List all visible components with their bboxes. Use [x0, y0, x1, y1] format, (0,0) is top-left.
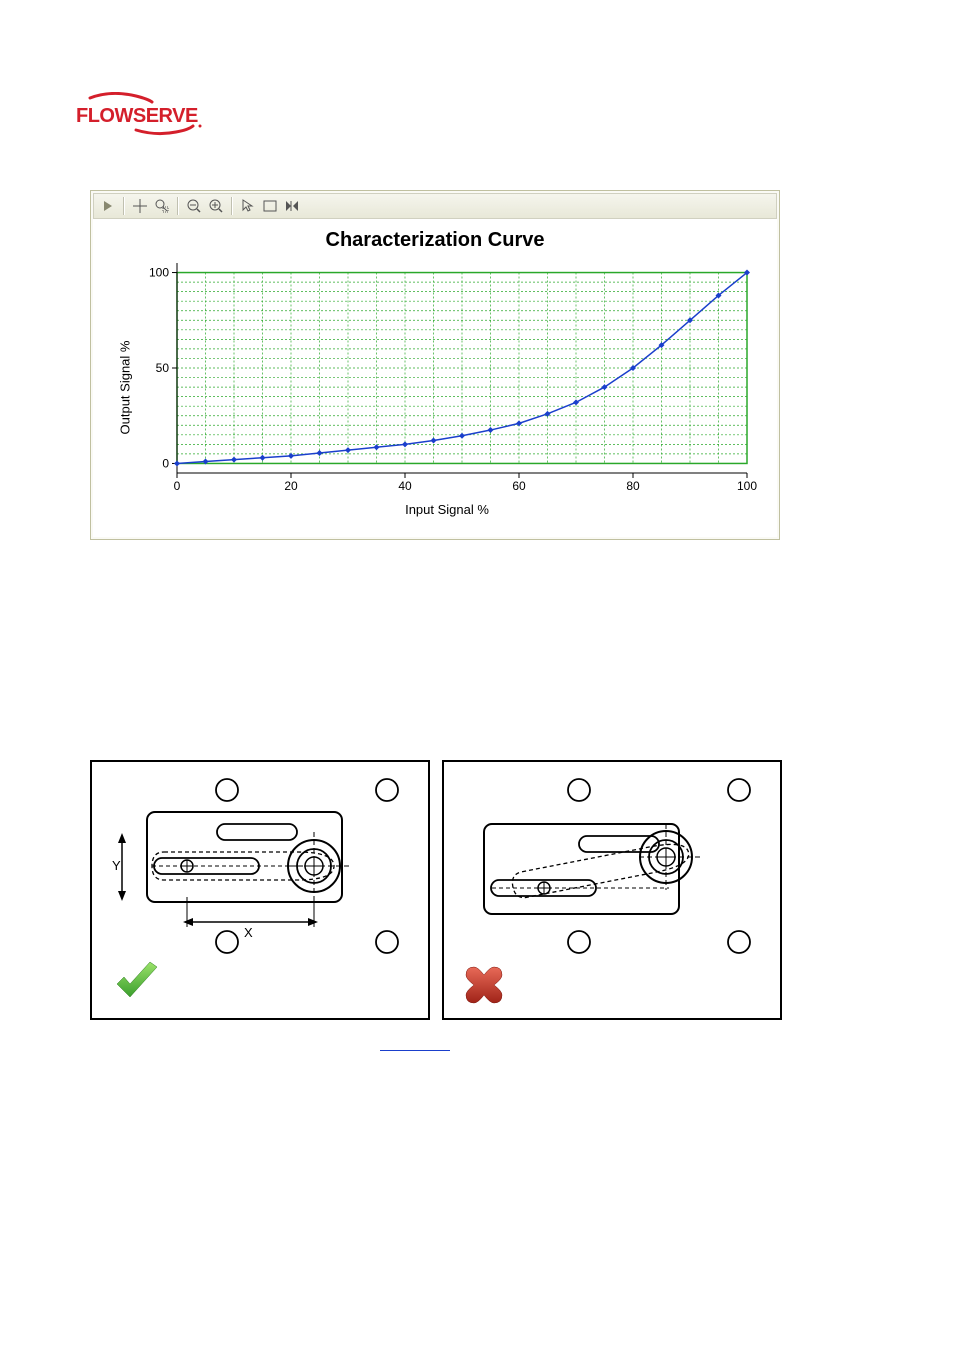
- pointer-icon[interactable]: [238, 196, 258, 216]
- svg-text:50: 50: [156, 361, 170, 375]
- y-dim-label: Y: [112, 858, 121, 873]
- svg-text:20: 20: [284, 479, 298, 493]
- crosshair-icon[interactable]: [130, 196, 150, 216]
- x-dim-label: X: [244, 925, 253, 940]
- logo-text: FLOWSERVE: [76, 105, 198, 127]
- zoom-out-icon[interactable]: [184, 196, 204, 216]
- incorrect-mounting-diagram: [442, 760, 782, 1020]
- svg-text:100: 100: [737, 479, 757, 493]
- correct-mounting-diagram: Y X: [90, 760, 430, 1020]
- skip-icon[interactable]: [282, 196, 302, 216]
- x-axis-label: Input Signal %: [137, 502, 757, 517]
- svg-text:0: 0: [174, 479, 181, 493]
- characterization-curve-chart: 0 20 40 60 80 100 0 50 100: [137, 258, 757, 498]
- select-rect-icon[interactable]: [260, 196, 280, 216]
- svg-text:100: 100: [149, 266, 169, 280]
- svg-text:0: 0: [162, 456, 169, 470]
- check-icon: [117, 962, 157, 997]
- chart-title: Characterization Curve: [113, 229, 757, 252]
- zoom-region-icon[interactable]: [152, 196, 172, 216]
- cross-icon: [466, 967, 502, 1003]
- link-underline: [380, 1050, 450, 1051]
- svg-text:40: 40: [398, 479, 412, 493]
- chart-panel: Characterization Curve Output Signal % 0…: [90, 190, 780, 540]
- chart-toolbar: [93, 193, 777, 219]
- flowserve-logo: FLOWSERVE: [76, 92, 206, 145]
- svg-text:60: 60: [512, 479, 526, 493]
- chart-area: Characterization Curve Output Signal % 0…: [93, 219, 777, 537]
- svg-text:80: 80: [626, 479, 640, 493]
- zoom-in-icon[interactable]: [206, 196, 226, 216]
- play-icon[interactable]: [98, 196, 118, 216]
- y-axis-label: Output Signal %: [118, 341, 133, 435]
